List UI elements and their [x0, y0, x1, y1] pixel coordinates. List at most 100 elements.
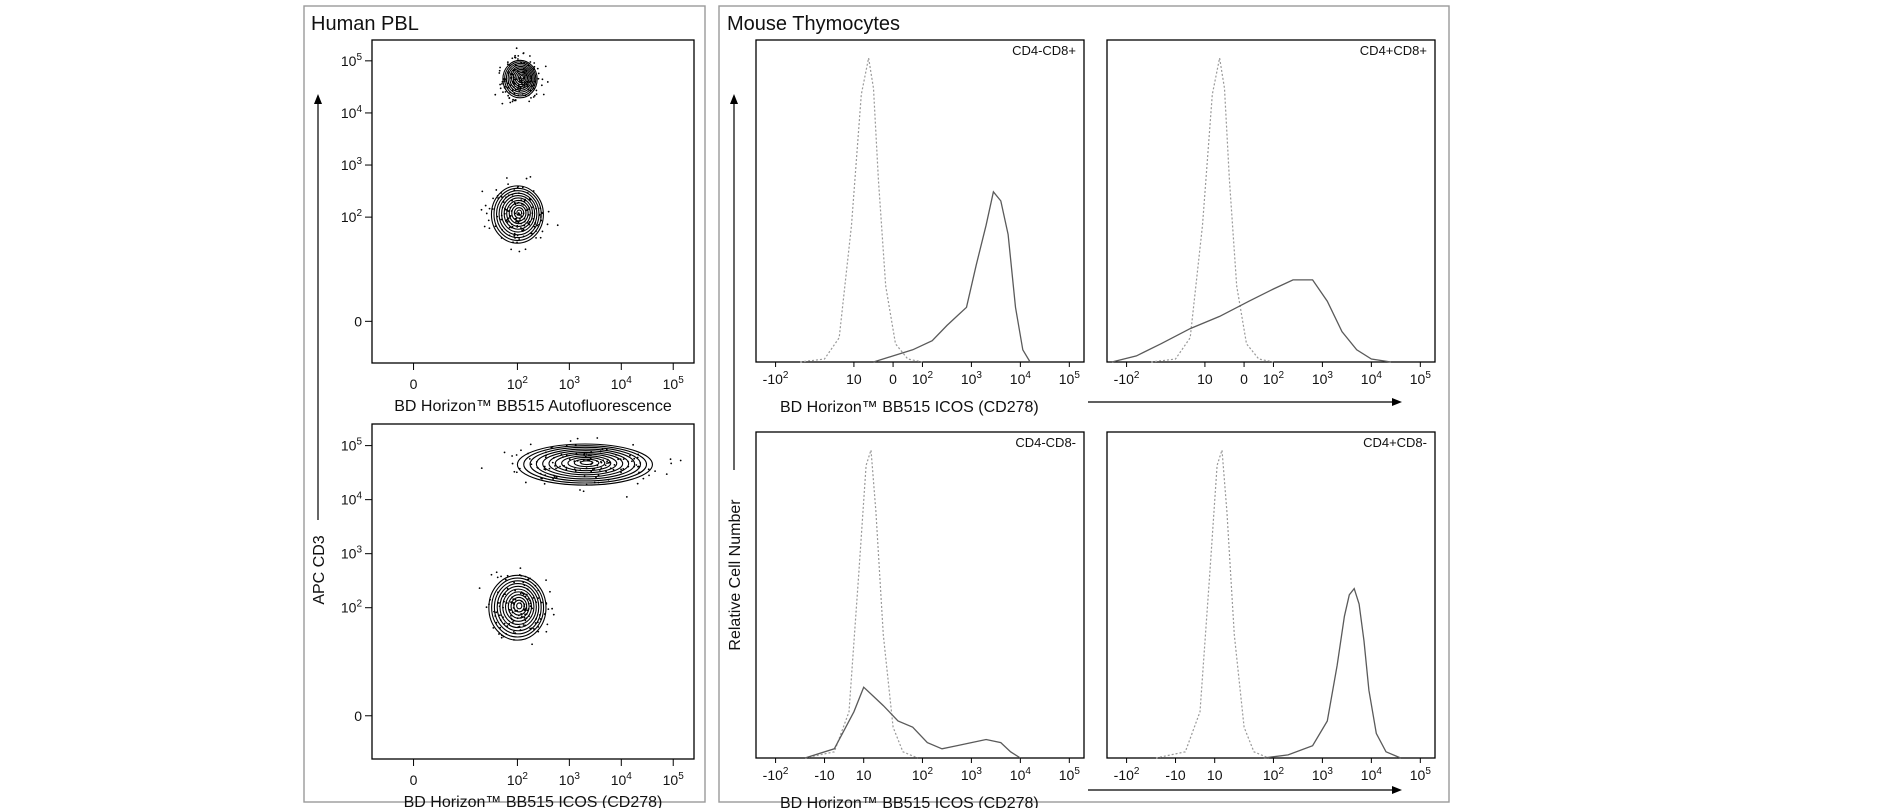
event-dot	[545, 630, 548, 633]
event-dot	[538, 223, 540, 226]
event-dot	[543, 468, 546, 471]
chart-4: CD4+CD8+ -102 10 0 102 103 104 105	[1106, 39, 1436, 387]
event-dot	[522, 52, 525, 55]
event-dot	[522, 624, 525, 626]
event-dot	[507, 183, 509, 186]
event-dot	[597, 481, 600, 484]
event-dot	[523, 220, 526, 223]
event-dot	[526, 81, 529, 83]
event-dot	[510, 77, 512, 79]
event-dot	[546, 81, 549, 83]
event-dot	[531, 607, 534, 610]
event-dot	[525, 177, 528, 180]
event-dot	[484, 204, 487, 207]
event-dot	[492, 197, 494, 200]
event-dot	[515, 454, 518, 456]
event-dot	[525, 74, 528, 77]
event-dot	[496, 576, 499, 579]
event-dot	[481, 190, 484, 193]
isotype-control-curve	[1151, 57, 1274, 363]
contour-ring	[501, 195, 536, 233]
event-dot	[622, 458, 625, 461]
event-dot	[530, 77, 533, 80]
event-dot	[523, 605, 526, 607]
event-dot	[517, 614, 520, 617]
event-dot	[508, 64, 511, 66]
event-dot	[508, 226, 511, 229]
event-dot	[606, 462, 608, 465]
x-tick-label: 105	[1410, 766, 1432, 783]
event-dot	[499, 87, 502, 90]
event-dot	[593, 481, 596, 484]
event-dot	[535, 460, 538, 463]
event-dot	[541, 211, 543, 214]
event-dot	[528, 615, 530, 618]
event-dot	[507, 194, 510, 197]
event-dot	[529, 175, 532, 178]
contour-ring	[535, 448, 636, 480]
event-dot	[512, 98, 514, 101]
event-dot	[503, 212, 506, 215]
event-dot	[529, 75, 532, 78]
event-dot	[537, 589, 540, 592]
event-dot	[523, 584, 526, 587]
event-dot	[491, 208, 494, 210]
event-dot	[509, 101, 512, 104]
event-dot	[555, 476, 558, 478]
event-dot	[636, 456, 639, 459]
event-dot	[532, 96, 535, 98]
event-dot	[511, 611, 514, 614]
event-dot	[523, 86, 526, 88]
event-dot	[539, 216, 542, 218]
event-dot	[495, 611, 498, 614]
event-dot	[553, 476, 556, 478]
event-dot	[518, 573, 521, 576]
event-dot	[510, 73, 513, 76]
left-panel-title: Human PBL	[311, 13, 419, 35]
event-dot	[495, 571, 498, 574]
event-dot	[522, 581, 525, 584]
event-dot	[627, 460, 629, 463]
event-dot	[506, 574, 509, 577]
event-dot	[542, 93, 545, 96]
event-dot	[582, 459, 585, 461]
chart-3: CD4-CD8+ -102 10 0 102 103 104 105 BD Horizon™ B…	[755, 39, 1085, 416]
event-dot	[545, 451, 547, 454]
event-dot	[512, 619, 515, 622]
event-dot	[529, 55, 531, 57]
event-dot	[549, 590, 551, 593]
left-panel-frame	[303, 5, 706, 803]
x-tick-label: 103	[961, 370, 983, 387]
event-dot	[532, 218, 535, 220]
event-dot	[516, 202, 519, 205]
event-dot	[513, 56, 516, 59]
event-dot	[565, 466, 568, 469]
event-dot	[531, 206, 533, 209]
event-dot	[515, 220, 517, 223]
event-dot	[559, 465, 561, 468]
event-dot	[523, 84, 526, 87]
contour-ring	[502, 59, 538, 99]
event-dot	[565, 454, 568, 457]
event-dot	[519, 86, 522, 89]
event-dot	[554, 465, 556, 467]
event-dot	[503, 622, 506, 625]
event-dot	[507, 94, 510, 97]
event-dot	[543, 465, 546, 468]
event-dot	[576, 437, 579, 440]
event-dot	[518, 467, 521, 470]
event-dot	[512, 76, 515, 79]
x-tick-label: 104	[1010, 766, 1032, 783]
event-dot	[553, 456, 555, 459]
event-dot	[527, 64, 530, 67]
event-dot	[502, 201, 505, 203]
event-dot	[622, 467, 625, 470]
event-dot	[507, 210, 510, 212]
event-dot	[502, 616, 504, 619]
event-dot	[504, 578, 507, 581]
right-x-arrowhead-top	[1392, 398, 1402, 406]
plot-frame	[371, 39, 695, 364]
event-dot	[537, 597, 540, 600]
event-dot	[519, 76, 522, 79]
